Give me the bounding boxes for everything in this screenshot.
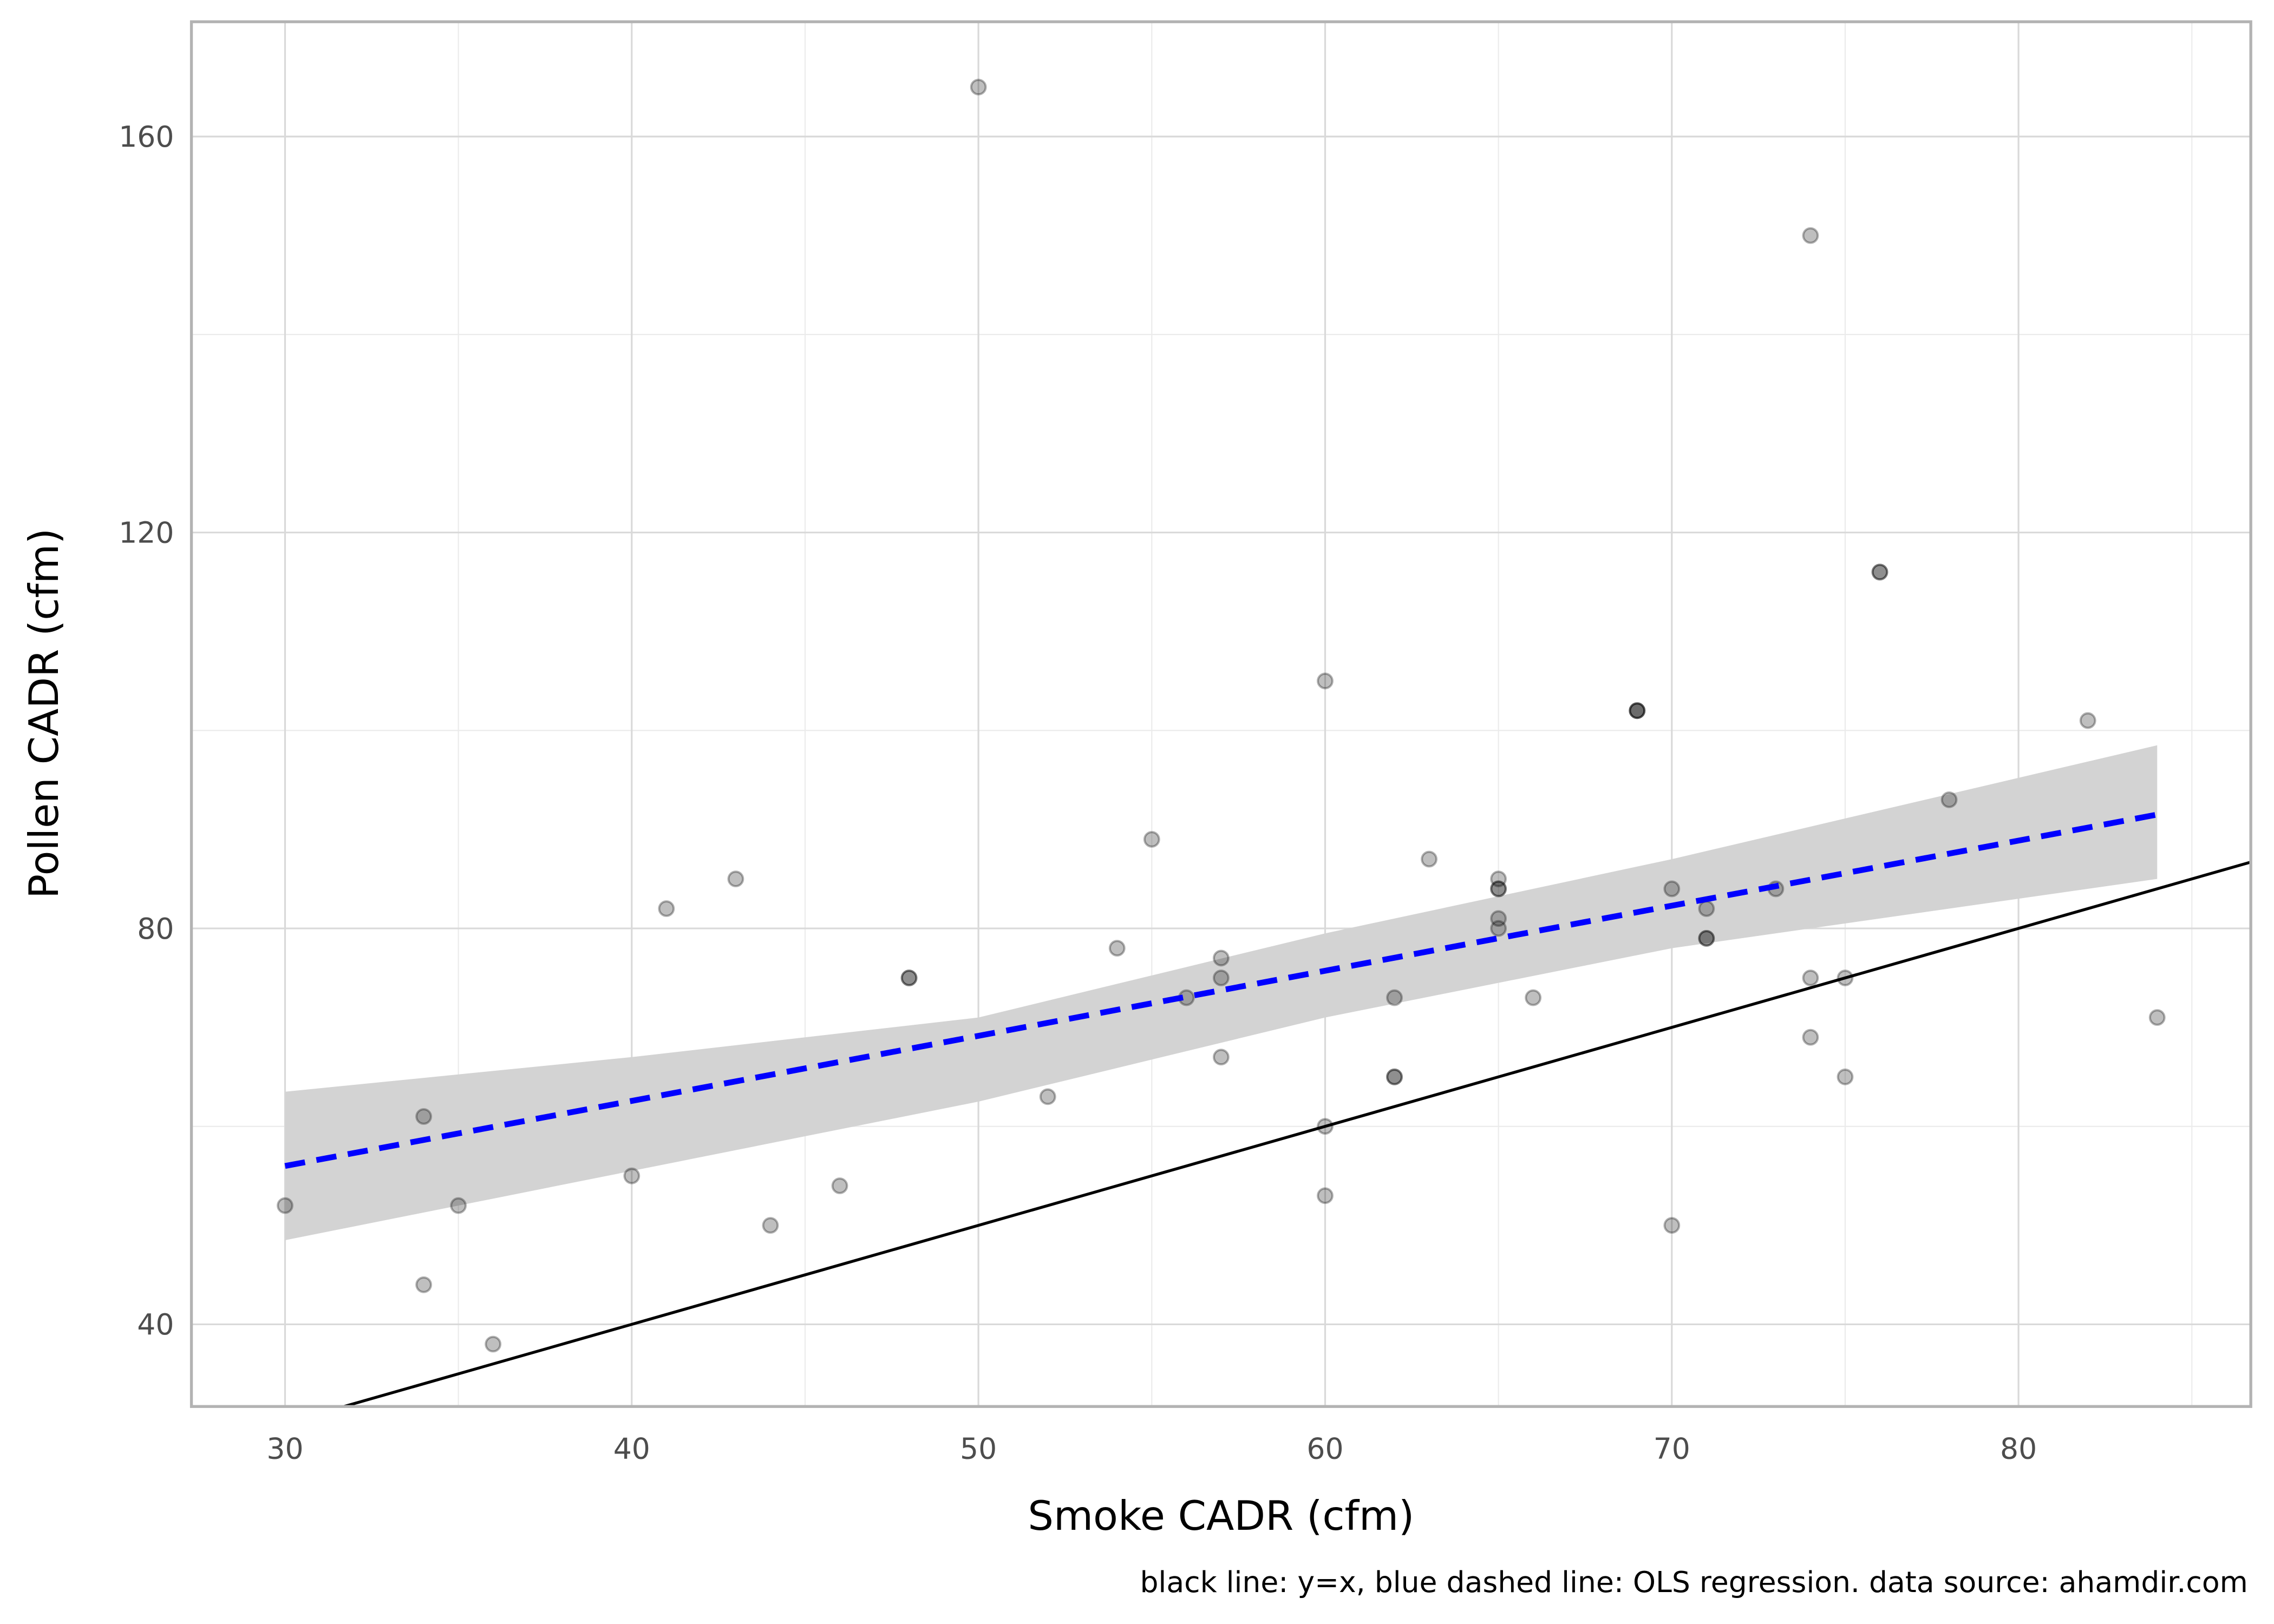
x-axis-label: Smoke CADR (cfm) — [1028, 1492, 1414, 1540]
data-point — [727, 870, 744, 888]
y-tick-label: 160 — [119, 120, 174, 154]
data-point — [1386, 989, 1403, 1006]
data-point — [1698, 900, 1715, 917]
data-point — [1490, 880, 1507, 898]
x-tick-label: 60 — [1306, 1432, 1343, 1466]
data-point — [2148, 1009, 2166, 1026]
data-point — [1490, 880, 1507, 898]
data-point — [1698, 929, 1715, 947]
data-point — [1490, 910, 1507, 927]
x-tick-label: 70 — [1654, 1432, 1690, 1466]
data-point — [762, 1217, 779, 1234]
data-point — [1629, 702, 1646, 719]
y-tick-label: 80 — [137, 912, 174, 946]
data-point — [1663, 880, 1681, 898]
data-point — [1525, 989, 1542, 1006]
data-point — [1039, 1088, 1056, 1105]
x-tick-label: 80 — [2000, 1432, 2037, 1466]
data-points — [277, 78, 2166, 1353]
data-point — [1802, 970, 1819, 986]
data-point — [900, 970, 918, 986]
data-point — [1386, 1068, 1403, 1085]
data-point — [1212, 1049, 1230, 1066]
data-point — [1802, 1029, 1819, 1046]
data-point — [970, 78, 987, 96]
data-point — [1663, 1217, 1681, 1234]
data-point — [831, 1177, 848, 1194]
data-point — [1212, 949, 1230, 967]
data-point — [1940, 791, 1958, 808]
data-point — [1108, 940, 1126, 957]
data-point — [415, 1108, 432, 1125]
y-axis-label: Pollen CADR (cfm) — [20, 528, 68, 899]
data-point — [1629, 702, 1646, 719]
minor-gridlines — [191, 22, 2251, 1407]
data-point — [1317, 672, 1334, 690]
data-point — [450, 1197, 467, 1214]
data-point — [1490, 920, 1507, 937]
data-point — [1317, 1187, 1334, 1204]
data-point — [1421, 850, 1437, 868]
data-point — [900, 970, 918, 986]
x-tick-label: 50 — [960, 1432, 997, 1466]
x-tick-label: 30 — [266, 1432, 303, 1466]
data-point — [1698, 929, 1715, 947]
x-tick-label: 40 — [613, 1432, 650, 1466]
data-point — [1143, 831, 1160, 848]
data-point — [658, 900, 675, 917]
y-tick-label: 120 — [119, 515, 174, 549]
data-point — [1871, 564, 1889, 581]
y-axis-ticks: 40 80 120 160 — [119, 120, 174, 1341]
data-point — [2079, 712, 2096, 729]
data-point — [1837, 1068, 1854, 1085]
data-point — [1386, 1068, 1403, 1085]
x-axis-ticks: 30 40 50 60 70 80 — [266, 1432, 2037, 1466]
data-point — [277, 1197, 293, 1214]
caption: black line: y=x, blue dashed line: OLS r… — [1140, 1565, 2247, 1599]
y-tick-label: 40 — [137, 1307, 174, 1341]
data-point — [415, 1276, 432, 1293]
data-point — [1802, 227, 1819, 244]
plot-border — [190, 20, 2252, 1408]
confidence-band — [285, 745, 2158, 1241]
identity-line — [343, 860, 2251, 1408]
data-point — [1871, 564, 1889, 581]
data-point — [1629, 702, 1646, 719]
data-point — [485, 1335, 502, 1353]
data-point — [1212, 970, 1230, 986]
data-point — [623, 1167, 641, 1184]
data-point — [1490, 870, 1507, 888]
